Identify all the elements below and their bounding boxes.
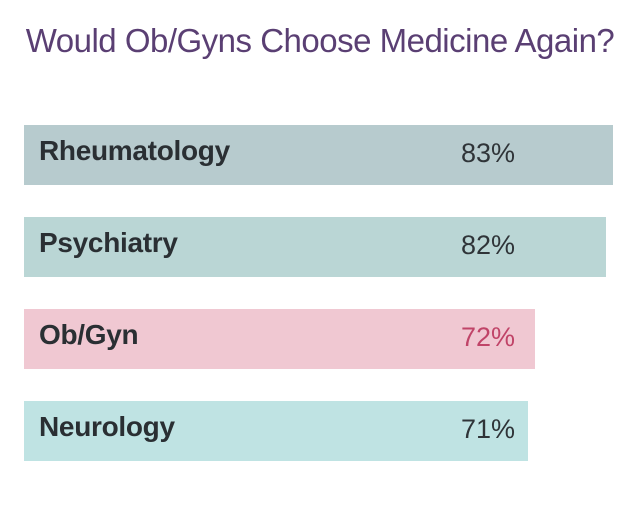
bar-rheumatology: Rheumatology 83% (24, 125, 613, 185)
bar-neurology: Neurology 71% (24, 401, 528, 461)
bar-psychiatry: Psychiatry 82% (24, 217, 606, 277)
bar-value-label: 72% (461, 322, 516, 352)
chart-title: Would Ob/Gyns Choose Medicine Again? (25, 22, 615, 59)
bar-value-label: 71% (461, 414, 516, 444)
bar-value-label: 83% (461, 138, 516, 168)
bar-category-label: Ob/Gyn (39, 319, 139, 350)
bar-category-label: Rheumatology (39, 135, 230, 166)
bar-value-label: 82% (461, 230, 516, 260)
bar-category-label: Neurology (39, 411, 175, 442)
bar-category-label: Psychiatry (39, 227, 178, 258)
bar-ob-gyn: Ob/Gyn 72% (24, 309, 535, 369)
